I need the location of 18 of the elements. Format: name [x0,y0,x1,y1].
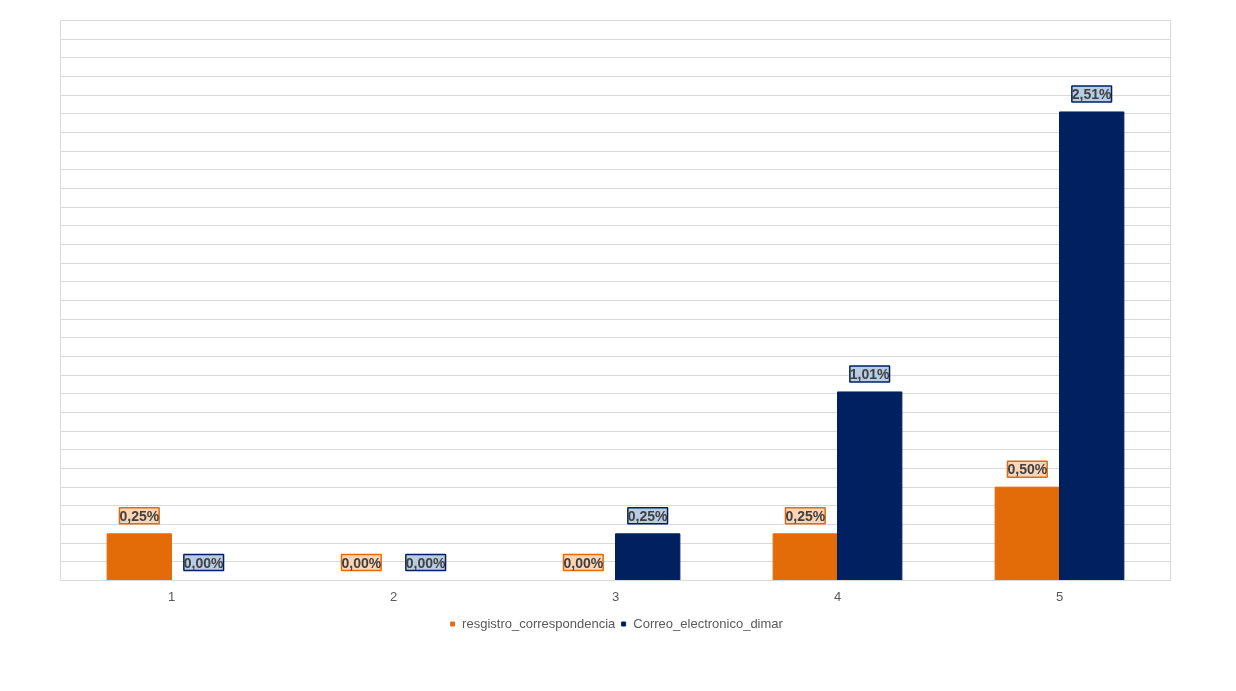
x-tick-label: 4 [833,588,842,604]
data-label: 0,25% [119,507,160,524]
bar [106,533,172,581]
bar [837,391,903,581]
x-tick-label: 2 [389,588,398,604]
data-label: 0,00% [563,554,604,571]
data-label: 0,00% [341,554,382,571]
data-label: 0,25% [785,507,826,524]
x-tick-label: 5 [1055,588,1064,604]
legend-label: Correo_electronico_dimar [633,615,783,631]
x-tick-label: 1 [167,588,176,604]
bar [772,533,838,581]
data-label: 0,50% [1007,461,1048,478]
bar [1059,111,1125,581]
bar [615,533,681,581]
bar [994,486,1060,581]
legend-label: resgistro_correspondencia [462,615,616,631]
x-tick-label: 3 [611,588,620,604]
